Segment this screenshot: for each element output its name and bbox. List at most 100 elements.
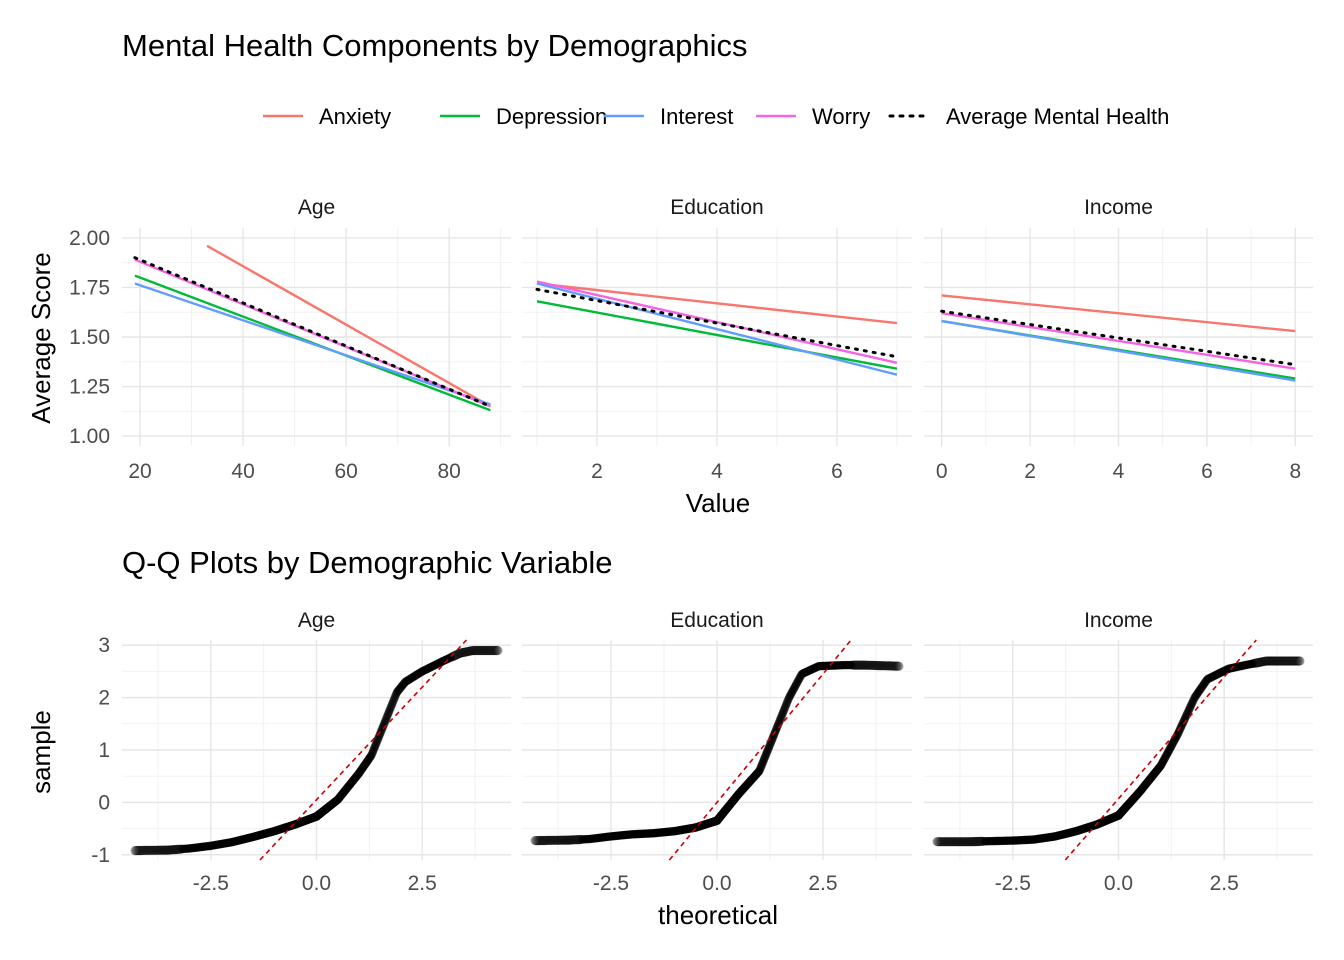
qq-point [223,838,232,848]
qq-point [885,661,896,671]
qq-point [310,813,319,822]
qq-point [690,823,699,832]
qq-point [1039,833,1049,843]
qq-point [673,826,683,835]
qq-point [893,661,903,671]
qq-point [354,769,363,778]
qq-point [225,838,234,847]
qq-point [653,828,663,837]
qq-point [707,818,717,827]
qq-point [712,816,722,825]
qq-point [729,796,738,805]
qq-point [1011,836,1020,845]
qq-point [182,844,191,853]
qq-point [309,813,319,822]
qq-point [727,798,736,808]
qq-point [1069,827,1079,836]
legend: Anxiety Depression Interest Worry Average Me… [263,104,1169,129]
qq-point [325,801,334,811]
qq-point [632,829,641,839]
qq-point [737,786,746,796]
qq-point [373,736,382,745]
qq-point [155,845,165,855]
qq-point [848,660,859,670]
qq-point [848,660,858,670]
qq-point [226,838,235,847]
qq-point [590,834,599,843]
qq-point [972,836,982,847]
qq-point [158,845,168,855]
qq-point [322,804,331,813]
qq-point [1037,834,1046,843]
qq-point [1110,813,1119,822]
qq-point [708,817,717,827]
qq-point [311,812,320,821]
qq-point [297,817,306,827]
qq-point [332,796,341,805]
qq-point [1103,816,1112,825]
y-tick-label: 0 [98,791,110,814]
qq-point [440,656,449,665]
qq-point [813,662,822,672]
qq-point [236,835,246,845]
qq-point [991,836,1000,846]
qq-point [950,837,961,847]
qq-point [823,661,832,670]
qq-point [934,837,945,847]
qq-point [806,665,815,675]
qq-point [1049,832,1058,841]
qq-point [408,673,417,682]
qq-point [746,776,755,785]
qq-point [933,837,943,847]
qq-point [604,832,613,841]
qq-point [844,660,853,670]
qq-point [875,660,885,671]
qq-point [285,822,294,831]
qq-point [810,663,819,673]
qq-point [1108,813,1117,823]
qq-point [321,805,330,814]
qq-point [787,688,796,698]
qq-point [248,832,257,842]
qq-point [744,778,753,788]
qq-point [1027,835,1036,844]
qq-point [1087,822,1097,831]
qq-point [768,733,777,743]
qq-point [1110,812,1120,822]
qq-point [1050,832,1059,841]
qq-point [1096,818,1106,828]
qq-point [305,814,314,824]
qq-point [1099,817,1109,826]
qq-point [848,660,857,670]
qq-point [709,817,718,826]
qq-point [454,649,464,659]
qq-point [397,682,406,691]
qq-point [479,645,489,656]
qq-point [342,783,352,793]
qq-point [627,830,637,839]
qq-point [721,805,731,814]
qq-point [310,813,319,822]
qq-point [324,802,333,812]
qq-point [267,827,276,837]
qq-point [613,831,622,840]
qq-point [578,835,587,844]
qq-point [421,665,431,674]
qq-point [202,842,211,851]
qq-point [1105,815,1115,824]
qq-point [235,836,244,845]
qq-point [1059,830,1069,839]
qq-point [940,837,950,847]
qq-point [775,716,785,725]
qq-point [411,671,421,680]
qq-point [1014,836,1024,845]
qq-point [575,834,586,845]
qq-point [819,661,828,671]
qq-point [1062,829,1072,838]
qq-point [224,838,233,847]
qq-point [889,661,899,671]
qq-point [982,837,991,846]
qq-point [694,822,703,831]
qq-point [312,812,321,821]
